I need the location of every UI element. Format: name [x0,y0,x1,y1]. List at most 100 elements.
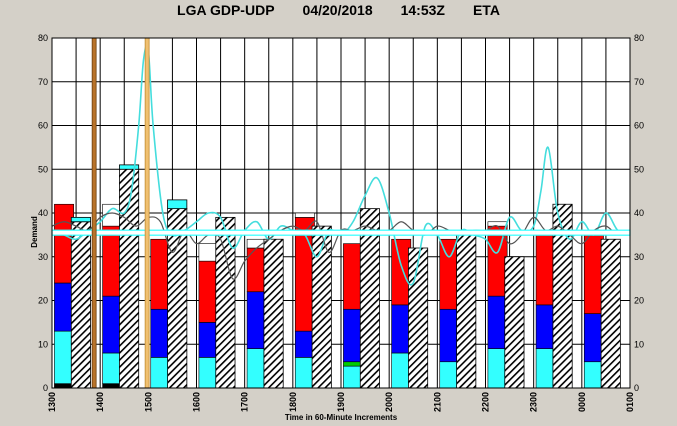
bar-segment-blue [535,304,556,349]
bar-segment-red [54,203,74,284]
stacked-bar-1600 [198,243,219,389]
x-tick-2000: 2000 [384,392,394,412]
stacked-bar-1900 [343,243,363,389]
x-tick-2200: 2200 [481,392,491,412]
hatched-bar-body [408,247,429,389]
y-tick-left: 30 [38,252,48,262]
bar-segment-cyan [102,352,123,384]
bar-segment-blue [198,322,219,358]
bar-segment-cyan [487,348,508,389]
bar-segment-blue [294,330,315,358]
time-label: 14:53Z [400,2,445,18]
y-tick-right: 40 [634,208,644,218]
stacked-bar-2000 [391,238,412,389]
bar-segment-black [54,383,74,389]
threshold-line [51,229,631,236]
plot-frame [51,37,631,389]
bar-segment-red [439,238,460,310]
y-tick-left: 10 [38,339,48,349]
bar-segment-cyan [54,330,74,384]
hatched-bar-body [215,216,236,389]
x-tick-1600: 1600 [192,392,202,412]
hatched-bar [70,216,91,389]
bar-segment-blue [343,308,363,363]
bar-segment-blue [150,308,171,358]
bar-segment-white [246,238,267,249]
bar-segment-green [343,361,363,367]
stacked-bar-1300 [54,203,74,389]
x-tick-0100: 0100 [625,392,635,412]
y-tick-right: 0 [634,383,639,393]
demand-chart: 0 10 20 30 40 50 60 70 80 0 10 20 30 40 50 60 70 80 1300… [30,33,644,422]
stacked-bar-1800 [294,212,315,389]
y-tick-left: 20 [38,296,48,306]
bar-segment-blue [487,295,508,349]
y-axis-label: Demand [30,216,39,248]
x-tick-1900: 1900 [336,392,346,412]
bar-segment-red [198,260,219,323]
x-tick-1800: 1800 [288,392,298,412]
hatched-bar [408,247,429,389]
bar-segment-cyan [391,352,412,389]
y-tick-right: 10 [634,339,644,349]
bar-segment-cyan [583,361,604,389]
y-tick-left: 40 [38,208,48,218]
mode-label: ETA [472,2,500,18]
bar-segment-cyan [535,348,556,389]
x-tick-1700: 1700 [240,392,250,412]
x-tick-2100: 2100 [432,392,442,412]
x-tick-2300: 2300 [529,392,539,412]
bar-segment-blue [583,313,604,363]
stacked-bar-1700 [246,238,267,389]
bar-segment-red [535,234,556,306]
hatched-bar-cap [119,164,140,170]
time-marker-brown [91,37,97,389]
y-tick-right: 50 [634,164,644,174]
y-tick-right: 30 [634,252,644,262]
airport-program-label: LGA GDP-UDP [177,2,275,18]
bar-segment-red [343,243,363,310]
bar-segment-blue [439,308,460,363]
x-tick-1500: 1500 [143,392,153,412]
x-axis-label: Time in 60-Minute Increments [285,413,398,422]
stacked-bar-2200 [487,221,508,389]
hatched-bar [600,238,621,389]
bar-segment-blue [102,295,123,354]
hatched-bar [119,164,140,389]
bar-segment-white [294,212,315,218]
y-tick-left: 70 [38,77,48,87]
bar-segment-cyan [198,357,219,389]
hatched-bar-body [504,256,525,389]
bar-segment-blue [54,282,74,332]
y-tick-left: 50 [38,164,48,174]
hatched-bar [167,199,188,389]
time-marker-gold [144,37,150,389]
bar-segment-cyan [246,348,267,389]
y-tick-right: 70 [634,77,644,87]
hatched-bar-body [263,238,284,389]
y-tick-right: 60 [634,121,644,131]
hatched-bar [263,238,284,389]
x-tick-1300: 1300 [47,392,57,412]
bar-segment-red [583,234,604,314]
x-tick-0000: 0000 [577,392,587,412]
stacked-bar-2100 [439,238,460,389]
hatched-bar-body [70,221,91,389]
bar-segment-white [198,243,219,262]
hatched-bar [215,216,236,389]
stacked-bar-0000 [583,234,604,389]
bar-segment-blue [246,291,267,349]
x-tick-1400: 1400 [95,392,105,412]
hatched-bar-body [456,230,477,389]
bar-segment-red [391,238,412,306]
hatched-bar-body [311,225,332,389]
hatched-bar-body [600,238,621,389]
hatched-bar-cap [167,199,188,210]
bar-segment-blue [391,304,412,354]
y-tick-left: 0 [43,383,48,393]
stacked-bar-2300 [535,234,556,389]
bar-segment-red [102,225,123,297]
date-label: 04/20/2018 [302,2,373,18]
hatched-bar [504,256,525,389]
y-tick-right: 20 [634,296,644,306]
